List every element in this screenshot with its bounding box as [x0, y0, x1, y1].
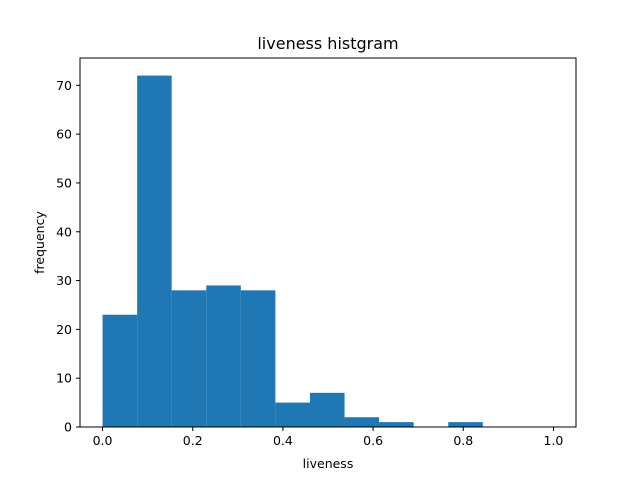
x-tick-label: 0.8	[453, 433, 473, 448]
y-tick-label: 60	[56, 127, 72, 142]
histogram-bar-8	[379, 422, 414, 427]
histogram-bar-6	[309, 392, 345, 427]
x-tick-label: 0.0	[93, 433, 113, 448]
histogram-bar-0	[102, 314, 138, 427]
histogram-bar-7	[344, 417, 380, 427]
x-tick-label: 0.2	[183, 433, 203, 448]
y-tick-label: 50	[56, 175, 72, 190]
y-tick-label: 70	[56, 78, 72, 93]
y-tick-label: 40	[56, 224, 72, 239]
y-tick-label: 20	[56, 322, 72, 337]
y-axis-label: frequency	[32, 211, 47, 274]
histogram-bar-3	[206, 285, 241, 427]
y-axis-ticks: 0 10 20 30 40 50 60 70	[56, 78, 80, 435]
x-tick-label: 1.0	[544, 433, 564, 448]
y-tick-label: 30	[56, 273, 72, 288]
x-axis-ticks: 0.0 0.2 0.4 0.6 0.8 1.0	[93, 427, 564, 448]
y-tick-label: 0	[64, 420, 72, 435]
x-tick-label: 0.4	[273, 433, 293, 448]
y-tick-label: 10	[56, 371, 72, 386]
histogram-bar-1	[137, 75, 172, 428]
chart-title: liveness histgram	[257, 34, 398, 53]
bars-group	[102, 75, 483, 428]
x-axis-label: liveness	[303, 456, 354, 471]
histogram-bar-2	[171, 290, 207, 427]
histogram-bar-4	[240, 290, 276, 427]
x-tick-label: 0.6	[363, 433, 383, 448]
histogram-bar-10	[448, 422, 483, 427]
plot-frame	[79, 57, 577, 428]
histogram-bar-5	[275, 402, 310, 427]
